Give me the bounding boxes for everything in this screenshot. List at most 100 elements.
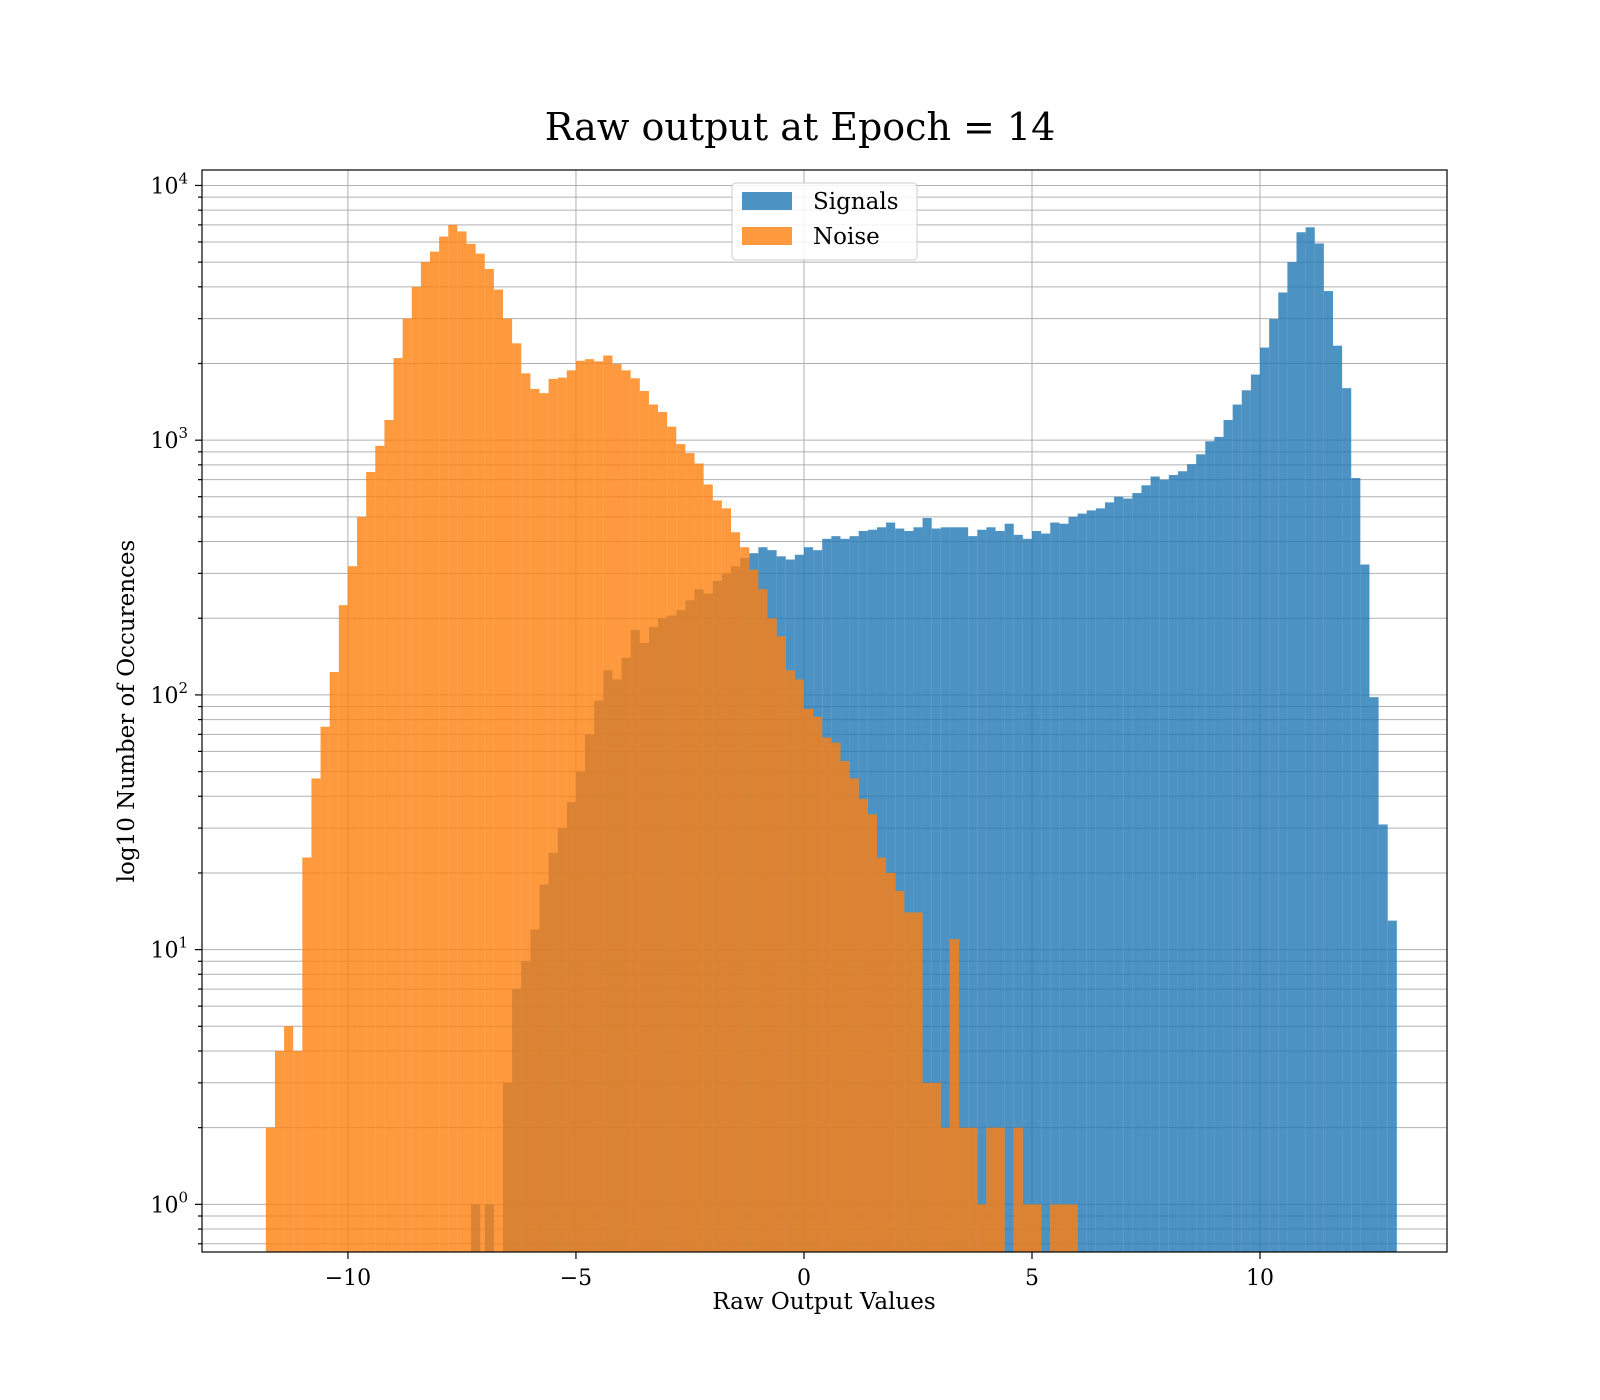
bar-noise-45 [676,444,686,1252]
bar-noise-25 [493,289,503,1252]
bar-noise-41 [639,390,649,1252]
bar-noise-39 [621,370,631,1252]
bar-noise-7 [329,672,339,1252]
bar-noise-42 [648,404,659,1252]
x-tick-label-0: −10 [325,1266,371,1291]
bar-signals-71 [1132,493,1142,1253]
bar-noise-31 [548,378,558,1253]
bar-noise-85 [1059,1204,1069,1252]
bar-noise-54 [758,589,768,1252]
bar-noise-44 [667,426,677,1252]
bar-signals-88 [1287,262,1297,1253]
bar-signals-87 [1278,292,1288,1252]
bar-signals-45 [895,528,905,1252]
bar-signals-57 [1004,523,1014,1252]
bar-noise-79 [986,1127,996,1252]
bar-noise-8 [338,605,348,1252]
bar-noise-57 [785,670,795,1252]
bar-signals-51 [949,527,960,1252]
bar-noise-35 [585,359,595,1252]
bar-noise-58 [794,679,804,1252]
bar-signals-63 [1059,523,1069,1252]
bar-noise-13 [384,420,394,1252]
y-axis-label: log10 Number of Occurences [114,540,140,883]
bar-noise-4 [302,857,312,1252]
bar-signals-53 [968,536,978,1252]
bar-signals-73 [1150,476,1160,1252]
bar-noise-34 [575,360,586,1252]
bar-signals-81 [1223,420,1233,1252]
bar-noise-86 [1068,1204,1078,1252]
bar-signals-80 [1214,436,1224,1253]
bar-signals-50 [940,527,950,1252]
bar-noise-60 [813,716,823,1252]
bar-noise-46 [685,453,695,1252]
bar-noise-33 [566,370,576,1252]
bar-noise-77 [968,1127,978,1252]
bar-noise-67 [876,857,887,1252]
bar-noise-72 [922,1082,932,1252]
bar-signals-83 [1241,390,1251,1252]
bar-noise-55 [767,618,777,1252]
bar-signals-47 [913,527,923,1252]
bar-noise-5 [311,778,321,1252]
legend-swatch-signals [742,192,792,210]
histogram-bars [265,224,1397,1253]
y-axis-ticks: 100 101 102 103 104 [150,169,202,1245]
bar-noise-70 [904,912,914,1252]
bar-signals-84 [1250,374,1261,1252]
bar-noise-48 [703,484,713,1252]
bar-noise-74 [940,1127,950,1252]
bar-signals-85 [1260,347,1270,1253]
bar-noise-6 [320,726,330,1252]
y-tick-label-0: 100 [150,1188,188,1218]
bar-signals-55 [986,527,996,1252]
bar-signals-91 [1314,243,1324,1253]
bar-signals-52 [959,527,969,1252]
bar-signals-79 [1205,441,1215,1253]
legend-swatch-noise [742,227,792,245]
bar-noise-29 [530,388,540,1252]
bar-signals-61 [1041,533,1051,1252]
bar-noise-83 [1032,1204,1042,1252]
bar-noise-61 [822,737,832,1252]
bar-noise-3 [293,1050,303,1252]
bar-signals-46 [904,531,914,1252]
bar-noise-76 [959,1127,969,1252]
bar-noise-84 [1050,1204,1060,1252]
bar-noise-51 [731,532,741,1252]
bar-noise-21 [457,231,467,1252]
bar-noise-52 [740,547,750,1252]
bar-noise-82 [1022,1204,1032,1252]
bar-signals-67 [1095,508,1105,1252]
bar-signals-48 [922,517,932,1252]
bar-noise-9 [347,566,358,1252]
bar-signals-82 [1232,404,1242,1252]
legend-label-signals: Signals [813,189,899,215]
bar-noise-19 [439,236,449,1253]
bar-signals-98 [1378,824,1388,1252]
bar-noise-14 [393,358,403,1252]
bar-noise-81 [1013,1127,1023,1252]
x-axis-ticks: −10 −5 0 5 10 [325,1252,1274,1291]
legend: Signals Noise [731,182,918,261]
bar-signals-86 [1269,319,1279,1253]
bar-noise-59 [803,709,814,1252]
bar-noise-22 [466,243,476,1252]
bar-signals-70 [1123,498,1133,1252]
bar-noise-66 [867,814,877,1252]
bar-noise-47 [694,463,704,1253]
bar-noise-20 [448,224,458,1252]
x-tick-label-2: 0 [797,1266,811,1291]
bar-noise-53 [749,569,759,1252]
bar-noise-1 [274,1050,285,1252]
y-tick-label-1: 101 [150,934,188,964]
bar-noise-49 [712,500,722,1252]
bar-signals-68 [1104,502,1115,1252]
bar-signals-94 [1342,388,1352,1253]
bar-signals-77 [1187,464,1197,1252]
bar-noise-26 [502,318,513,1252]
y-tick-label-4: 104 [150,169,188,199]
bar-noise-71 [913,912,923,1252]
